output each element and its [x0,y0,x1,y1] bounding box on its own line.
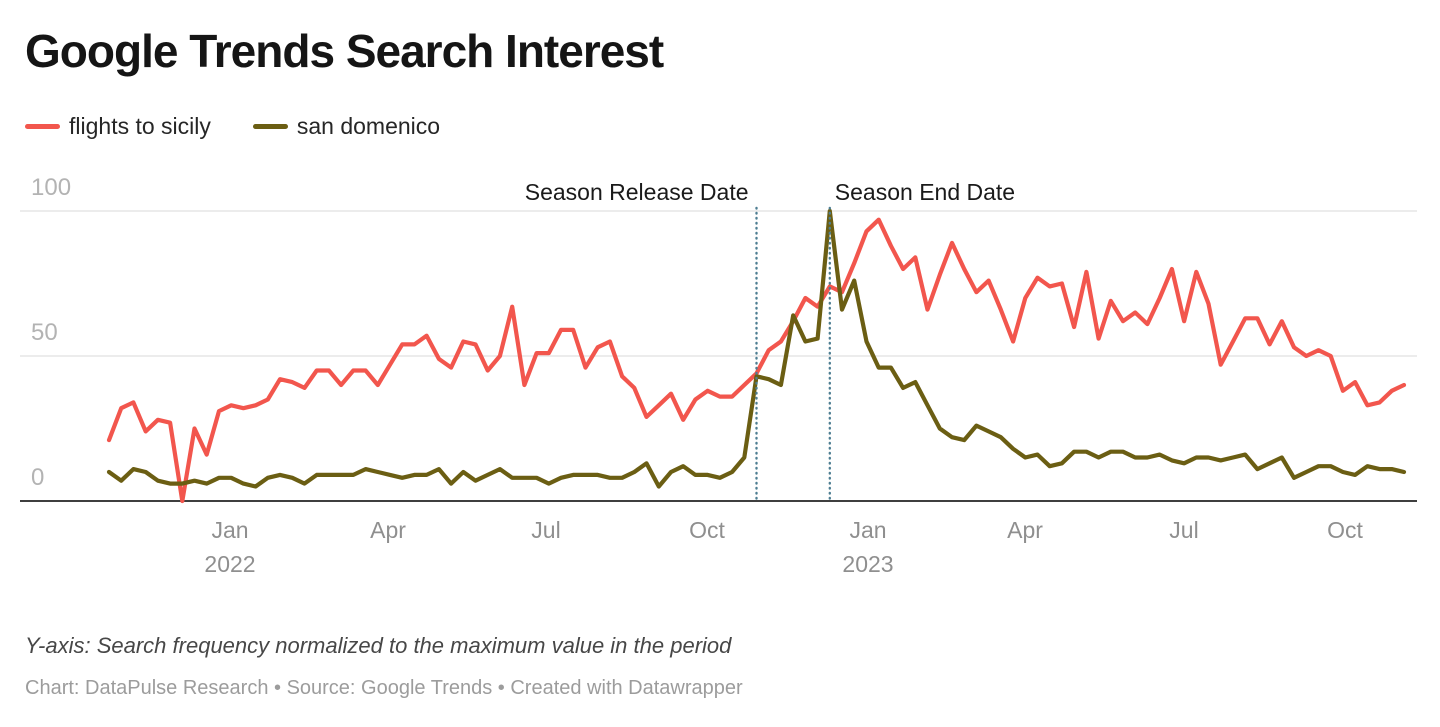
legend-label-san-domenico: san domenico [296,112,441,139]
legend-swatch-san-domenico [252,123,288,129]
x-tick-year-2022: 2022 [204,551,256,577]
x-tick-year-2023: 2023 [842,551,894,577]
x-tick-label-jan2023: Jan [849,517,887,543]
y-tick-label-100: 100 [31,174,72,201]
annotation-label-season-end-date: Season End Date [834,179,1016,205]
series-line-san-domenico [106,208,1407,489]
x-tick-label-jul: Jul [1169,517,1199,543]
x-tick-label-jan2022: Jan [211,517,249,543]
chart-title: Google Trends Search Interest [25,25,664,77]
legend-item-san-domenico: san domenico [252,112,441,140]
y-axis-footnote: Y-axis: Search frequency normalized to t… [25,633,732,658]
x-tick-label-oct: Oct [689,517,725,543]
annotation-label-season-release-date: Season Release Date [524,179,749,205]
legend-swatch-flights-to-sicily [25,123,60,129]
x-tick-label-apr: Apr [370,517,406,543]
x-tick-label-apr: Apr [1007,517,1043,543]
legend-item-flights-to-sicily: flights to sicily [25,113,211,140]
x-tick-label-oct: Oct [1327,517,1363,543]
credit-line: Chart: DataPulse Research • Source: Goog… [25,677,743,699]
y-tick-label-50: 50 [31,319,58,346]
y-tick-label-0: 0 [31,464,45,491]
legend-label-flights-to-sicily: flights to sicily [69,112,211,139]
x-tick-label-jul: Jul [531,517,561,543]
legend: flights to sicily san domenico [25,112,440,140]
